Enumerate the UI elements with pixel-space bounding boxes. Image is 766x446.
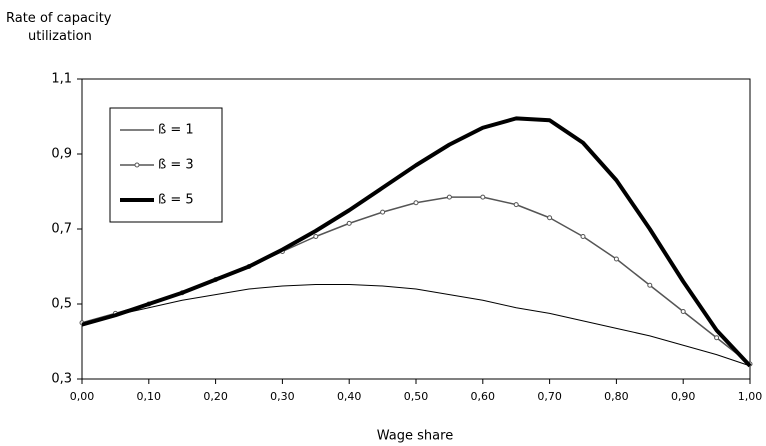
series-marker xyxy=(380,209,386,215)
x-tick-label: 0,70 xyxy=(537,390,562,403)
x-tick-label: 0,30 xyxy=(270,390,295,403)
x-tick-label: 0,60 xyxy=(471,390,496,403)
x-tick-label: 0,10 xyxy=(137,390,162,403)
x-tick-label: 0,90 xyxy=(671,390,696,403)
legend-label: ß = 5 xyxy=(158,193,194,208)
x-tick-label: 0,00 xyxy=(70,390,95,403)
y-tick-label: 0,3 xyxy=(51,372,72,387)
y-tick-label: 1,1 xyxy=(51,72,72,87)
series-marker xyxy=(346,220,352,226)
legend-marker xyxy=(134,162,140,168)
y-tick-label: 0,9 xyxy=(51,147,72,162)
series-marker xyxy=(547,215,553,221)
series-marker xyxy=(413,200,419,206)
x-tick-label: 0,20 xyxy=(203,390,228,403)
y-tick-label: 0,7 xyxy=(51,222,72,237)
series-marker xyxy=(647,282,653,288)
x-axis-title: Wage share xyxy=(377,429,453,444)
series-marker xyxy=(680,309,686,314)
legend-label: ß = 1 xyxy=(158,123,194,138)
series-marker xyxy=(513,202,519,208)
series-marker xyxy=(446,194,452,200)
series-line xyxy=(81,284,751,367)
x-tick-label: 0,80 xyxy=(604,390,629,403)
series-marker xyxy=(313,234,319,239)
series-marker xyxy=(580,234,586,239)
series-marker xyxy=(613,256,619,262)
series-marker xyxy=(480,194,486,200)
series-marker xyxy=(714,335,720,341)
y-tick-label: 0,5 xyxy=(51,297,72,312)
x-tick-label: 1,00 xyxy=(738,390,763,403)
y-axis-title: Rate of capacity utilization xyxy=(6,11,112,44)
x-tick-label: 0,50 xyxy=(404,390,429,403)
legend-label: ß = 3 xyxy=(158,158,194,173)
series-line xyxy=(81,116,752,368)
x-tick-label: 0,40 xyxy=(337,390,362,403)
